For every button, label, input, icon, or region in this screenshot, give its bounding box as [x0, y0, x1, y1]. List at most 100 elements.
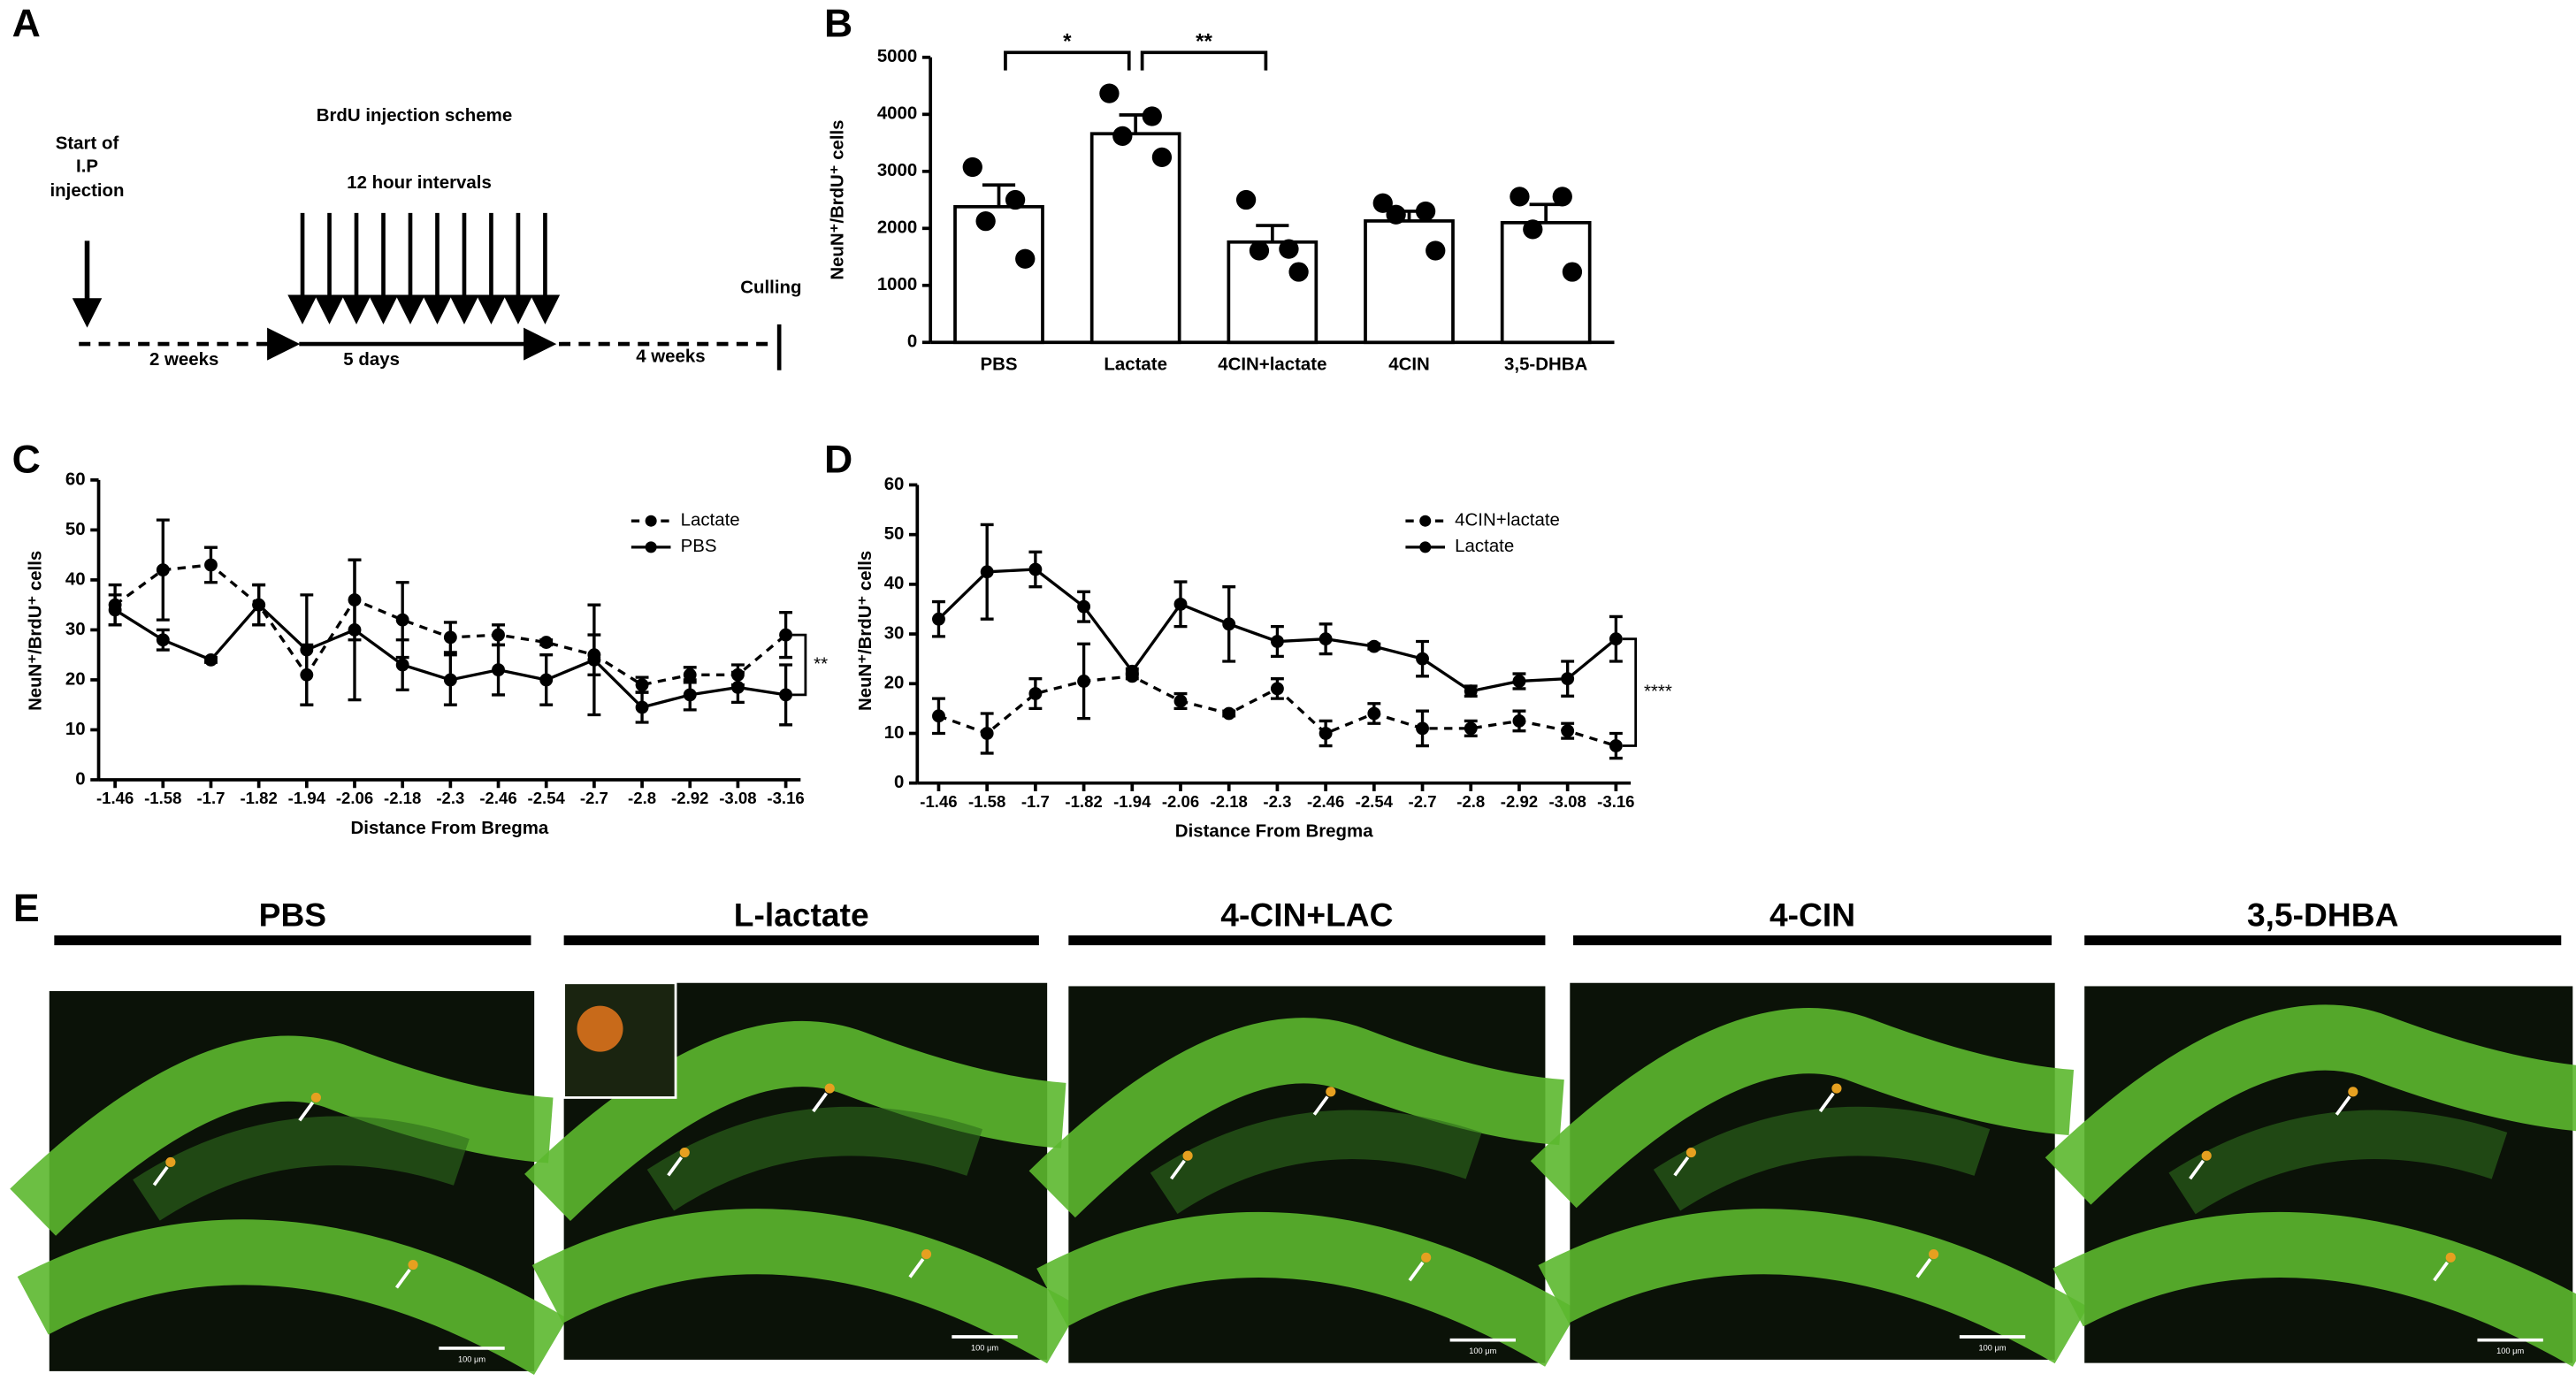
- granule-layer: [1538, 1209, 2088, 1364]
- cell-arrow: [667, 1156, 684, 1177]
- data-point: [1077, 675, 1091, 688]
- x-tick-label: 4CIN+lactate: [1218, 355, 1326, 375]
- data-point: [1523, 219, 1543, 240]
- bar: [953, 204, 1044, 345]
- data-point: [1173, 694, 1188, 708]
- scale-bar-label: 100 μm: [458, 1354, 485, 1363]
- cell-arrow: [1312, 1095, 1329, 1116]
- granule-layer: [10, 1035, 554, 1236]
- x-tick-label: -1.82: [1065, 792, 1102, 811]
- legend-label: Lactate: [681, 511, 740, 530]
- labelled-cell: [310, 1092, 321, 1103]
- cell-arrow: [1818, 1092, 1835, 1113]
- data-point: [1426, 240, 1446, 261]
- data-point: [1077, 599, 1091, 614]
- injection-arrowhead: [476, 294, 507, 324]
- legend-label: 4CIN+lactate: [1455, 511, 1560, 530]
- x-tick-label: -3.16: [767, 789, 804, 807]
- bar: [1227, 240, 1319, 345]
- granule-layer: [1028, 1018, 1565, 1218]
- image-title: 4-CIN+LAC: [1220, 896, 1393, 933]
- data-point: [108, 603, 122, 617]
- panel-label: E: [13, 887, 40, 930]
- data-point: [492, 663, 505, 677]
- data-point: [635, 678, 649, 692]
- micrograph: 100 μm: [2045, 986, 2576, 1367]
- injection-arrowhead: [449, 294, 479, 324]
- data-point: [395, 658, 409, 672]
- panel-label: A: [12, 2, 41, 45]
- panel-label: B: [824, 2, 852, 45]
- data-point: [1512, 675, 1526, 688]
- data-point: [1249, 240, 1270, 261]
- x-tick-label: -1.94: [288, 789, 326, 807]
- start-label: Start of: [56, 134, 119, 153]
- hilus-cells: [1653, 1106, 1991, 1211]
- y-tick-label: 2000: [877, 218, 917, 238]
- y-tick-label: 10: [884, 723, 905, 743]
- hilus-cells: [2168, 1110, 2508, 1215]
- data-point: [1235, 189, 1257, 210]
- data-point: [1416, 652, 1429, 666]
- significance-bracket: [1622, 637, 1638, 747]
- start-label: I.P: [76, 156, 98, 176]
- inset-cell: [577, 1005, 623, 1052]
- start-arrowhead: [72, 298, 103, 328]
- scale-bar-label: 100 μm: [971, 1343, 998, 1352]
- injection-arrowhead: [530, 294, 561, 324]
- cell-arrow: [394, 1268, 411, 1289]
- granule-layer: [531, 1209, 1081, 1364]
- data-point: [1112, 126, 1133, 146]
- end-label: Culling: [740, 278, 801, 298]
- labelled-cell: [1831, 1083, 1842, 1094]
- data-point: [635, 700, 649, 714]
- x-axis-label: Distance From Bregma: [1175, 822, 1373, 842]
- labelled-cell: [1182, 1150, 1193, 1161]
- micrograph: 100 μm: [524, 981, 1081, 1364]
- data-point: [252, 598, 266, 612]
- x-tick-label: -2.46: [479, 789, 516, 807]
- x-tick-label: -2.92: [671, 789, 708, 807]
- data-point: [1099, 83, 1120, 103]
- labelled-cell: [1685, 1147, 1696, 1158]
- cell-arrow: [1170, 1159, 1186, 1180]
- start-label: injection: [50, 181, 125, 201]
- y-tick-label: 10: [65, 720, 86, 739]
- labelled-cell: [165, 1156, 176, 1168]
- x-tick-label: PBS: [980, 355, 1017, 375]
- data-point: [1222, 706, 1236, 721]
- x-tick-label: -2.46: [1307, 792, 1344, 811]
- bar: [1089, 132, 1181, 345]
- data-point: [1562, 262, 1583, 282]
- labelled-cell: [2445, 1252, 2456, 1263]
- data-point: [1173, 597, 1188, 611]
- data-point: [1222, 617, 1236, 631]
- x-tick-label: -1.82: [240, 789, 277, 807]
- x-tick-label: -1.7: [1021, 792, 1050, 811]
- hilus-cells: [1150, 1110, 1482, 1215]
- data-point: [1288, 262, 1309, 282]
- y-tick-label: 30: [65, 620, 86, 639]
- data-point: [683, 688, 697, 702]
- x-tick-label: -2.92: [1501, 792, 1538, 811]
- significance-label: **: [1196, 30, 1212, 54]
- labelled-cell: [824, 1083, 835, 1094]
- data-point: [1561, 672, 1575, 686]
- x-tick-label: -1.94: [1113, 792, 1151, 811]
- labelled-cell: [679, 1147, 690, 1158]
- image-title: 3,5-DHBA: [2247, 896, 2398, 933]
- x-tick-label: Lactate: [1104, 355, 1167, 375]
- legend-marker: [645, 515, 657, 527]
- injection-arrowhead: [503, 294, 533, 324]
- data-point: [932, 709, 945, 723]
- y-tick-label: 0: [894, 773, 904, 792]
- cell-arrow: [908, 1258, 925, 1278]
- significance-bracket: [1140, 50, 1268, 71]
- y-tick-label: 60: [884, 475, 905, 494]
- data-point: [980, 565, 994, 579]
- y-tick-label: 4000: [877, 104, 917, 124]
- x-axis-label: Distance From Bregma: [351, 819, 549, 838]
- scale-bar-label: 100 μm: [1469, 1347, 1496, 1355]
- data-point: [962, 156, 982, 178]
